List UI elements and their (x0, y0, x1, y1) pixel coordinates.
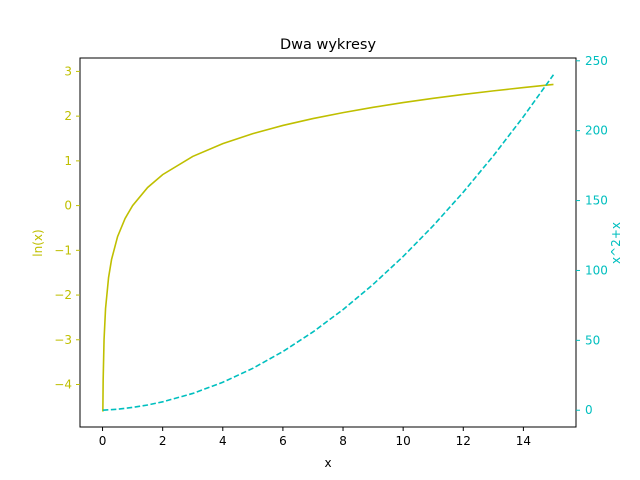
left-axis-ticks: −4 −3 −2 −1 0 1 2 3 (54, 64, 80, 392)
right-tick-label: 150 (585, 194, 608, 208)
right-tick-label: 200 (585, 124, 608, 138)
x-axis-ticks: 0 2 4 6 8 10 12 14 (99, 427, 531, 448)
x-tick-label: 6 (279, 434, 287, 448)
x-tick-label: 0 (99, 434, 107, 448)
left-tick-label: 2 (64, 109, 72, 123)
left-tick-label: 1 (64, 154, 72, 168)
chart-title: Dwa wykresy (280, 37, 376, 53)
right-axis-ticks: 0 50 100 150 200 250 (576, 54, 608, 417)
left-tick-label: 0 (64, 199, 72, 213)
x-tick-label: 12 (456, 434, 471, 448)
x-tick-label: 14 (516, 434, 531, 448)
right-tick-label: 250 (585, 54, 608, 68)
left-tick-label: −3 (54, 333, 72, 347)
x-tick-label: 2 (159, 434, 167, 448)
plot-area (102, 74, 555, 412)
left-axis-label: ln(x) (31, 229, 45, 256)
right-tick-label: 100 (585, 263, 608, 277)
x-tick-label: 10 (396, 434, 411, 448)
x-axis-label: x (324, 456, 331, 470)
x-tick-label: 8 (339, 434, 347, 448)
series-line-ln-x (102, 83, 554, 412)
right-axis-label: x^2+x (609, 222, 623, 264)
x-tick-label: 4 (219, 434, 227, 448)
right-tick-label: 0 (585, 403, 593, 417)
series-line-x-squared-plus-x (102, 74, 555, 412)
right-tick-label: 50 (585, 333, 600, 347)
left-tick-label: 3 (64, 64, 72, 78)
left-tick-label: −1 (54, 243, 72, 257)
left-tick-label: −2 (54, 288, 72, 302)
plot-frame (79, 57, 577, 428)
left-tick-label: −4 (54, 378, 72, 392)
